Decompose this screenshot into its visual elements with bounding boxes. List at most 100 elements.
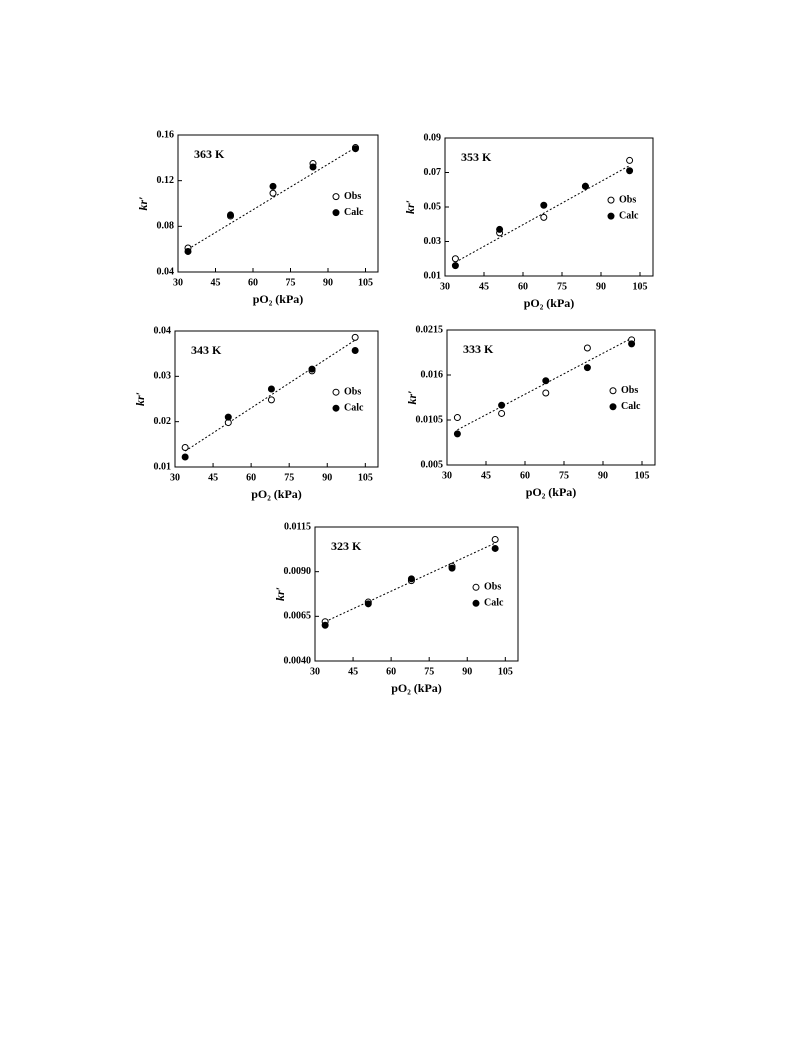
data-point bbox=[583, 344, 591, 352]
y-tick-label: 0.0090 bbox=[284, 566, 312, 577]
plot-frame bbox=[177, 134, 379, 273]
data-point bbox=[626, 156, 634, 164]
data-point bbox=[227, 211, 234, 219]
y-tick-label: 0.04 bbox=[157, 266, 175, 277]
x-tick-label: 75 bbox=[424, 666, 434, 677]
x-tick-label: 75 bbox=[286, 277, 296, 288]
x-tick-label: 105 bbox=[358, 277, 373, 288]
chart-title: 343 K bbox=[191, 343, 222, 357]
x-tick-label: 60 bbox=[386, 666, 396, 677]
data-point bbox=[321, 621, 329, 629]
x-tick-label: 105 bbox=[633, 281, 648, 292]
y-tick-label: 0.02 bbox=[154, 416, 172, 427]
legend-marker bbox=[332, 209, 340, 217]
x-tick-label: 30 bbox=[442, 470, 452, 481]
plot-frame bbox=[446, 329, 656, 466]
x-tick-label: 75 bbox=[559, 470, 569, 481]
y-tick-label: 0.005 bbox=[421, 459, 444, 470]
data-point bbox=[308, 365, 316, 373]
plot-frame bbox=[314, 526, 519, 662]
panel: 30 45 60 75 90 105 0.01 0.02 0.03 0.04 343 K pO₂ (k… bbox=[133, 325, 379, 501]
data-point bbox=[181, 453, 189, 461]
x-tick-label: 60 bbox=[248, 277, 258, 288]
trend-line bbox=[455, 165, 630, 263]
data-point bbox=[351, 333, 359, 341]
data-point bbox=[181, 444, 189, 452]
data-point bbox=[540, 213, 548, 221]
data-point bbox=[540, 201, 548, 209]
panel: 30 45 60 75 90 105 0.01 0.03 0.05 0.07 0.09 353 K pO… bbox=[403, 132, 654, 310]
legend-label: Obs bbox=[344, 191, 361, 202]
y-tick-label: 0.0115 bbox=[284, 521, 311, 532]
x-tick-label: 105 bbox=[498, 666, 513, 677]
x-tick-label: 90 bbox=[598, 470, 608, 481]
x-tick-label: 90 bbox=[323, 277, 333, 288]
trend-line bbox=[187, 147, 356, 250]
legend-marker bbox=[609, 403, 617, 411]
data-point bbox=[542, 377, 550, 385]
data-point bbox=[269, 182, 277, 190]
panel: 30 45 60 75 90 105 0.005 0.0105 0.016 0.0215 333 K… bbox=[405, 324, 656, 499]
legend-marker bbox=[609, 387, 617, 395]
x-tick-label: 90 bbox=[322, 472, 332, 483]
x-axis-label: pO₂ (kPa) bbox=[524, 296, 575, 310]
data-point bbox=[352, 145, 359, 153]
x-tick-label: 105 bbox=[358, 472, 373, 483]
data-point bbox=[267, 385, 275, 393]
data-point bbox=[184, 247, 192, 255]
data-point bbox=[451, 262, 459, 270]
legend-label: Obs bbox=[484, 582, 501, 593]
x-tick-label: 90 bbox=[596, 281, 606, 292]
x-tick-label: 30 bbox=[310, 666, 320, 677]
trend-line bbox=[457, 337, 632, 431]
data-point bbox=[453, 414, 461, 422]
data-point bbox=[451, 255, 459, 263]
y-tick-label: 0.12 bbox=[157, 175, 175, 186]
y-tick-label: 0.03 bbox=[424, 236, 442, 247]
data-point bbox=[448, 564, 456, 572]
x-tick-label: 45 bbox=[481, 470, 491, 481]
data-point bbox=[496, 225, 504, 233]
legend-label: Obs bbox=[621, 385, 638, 396]
data-point bbox=[267, 396, 275, 404]
x-tick-label: 60 bbox=[520, 470, 530, 481]
data-point bbox=[498, 401, 506, 409]
panel: 30 45 60 75 90 105 0.04 0.08 0.12 0.16 363 K pO₂ (k… bbox=[136, 129, 379, 306]
x-tick-label: 45 bbox=[208, 472, 218, 483]
data-point bbox=[309, 163, 317, 171]
x-tick-label: 45 bbox=[479, 281, 489, 292]
y-tick-label: 0.07 bbox=[424, 167, 442, 178]
legend-label: Calc bbox=[619, 210, 639, 221]
data-point bbox=[407, 575, 415, 583]
legend-marker bbox=[472, 583, 480, 591]
chart-title: 353 K bbox=[461, 150, 492, 164]
data-point bbox=[351, 346, 359, 354]
legend-label: Calc bbox=[484, 598, 504, 609]
x-axis-label: pO₂ (kPa) bbox=[253, 292, 304, 306]
legend-marker bbox=[607, 196, 615, 204]
y-tick-label: 0.05 bbox=[424, 201, 442, 212]
y-axis-label: kr′ bbox=[136, 196, 150, 210]
data-point bbox=[224, 413, 232, 421]
legend-label: Calc bbox=[621, 401, 641, 412]
x-tick-label: 75 bbox=[557, 281, 567, 292]
x-axis-label: pO₂ (kPa) bbox=[391, 681, 442, 695]
legend-label: Obs bbox=[344, 386, 361, 397]
x-tick-label: 90 bbox=[462, 666, 472, 677]
x-tick-label: 75 bbox=[284, 472, 294, 483]
data-point bbox=[453, 430, 461, 438]
legend-marker bbox=[472, 599, 480, 607]
legend-label: Calc bbox=[344, 402, 364, 413]
chart-title: 323 K bbox=[331, 539, 362, 553]
legend-label: Calc bbox=[344, 207, 364, 218]
data-point bbox=[498, 409, 506, 417]
x-tick-label: 60 bbox=[246, 472, 256, 483]
y-axis-label: kr′ bbox=[273, 587, 287, 601]
chart-title: 333 K bbox=[463, 342, 494, 356]
y-tick-label: 0.03 bbox=[154, 371, 172, 382]
y-axis-label: kr′ bbox=[403, 200, 417, 214]
y-tick-label: 0.0215 bbox=[416, 324, 444, 335]
x-axis-label: pO₂ (kPa) bbox=[526, 485, 577, 499]
y-tick-label: 0.0105 bbox=[416, 414, 444, 425]
